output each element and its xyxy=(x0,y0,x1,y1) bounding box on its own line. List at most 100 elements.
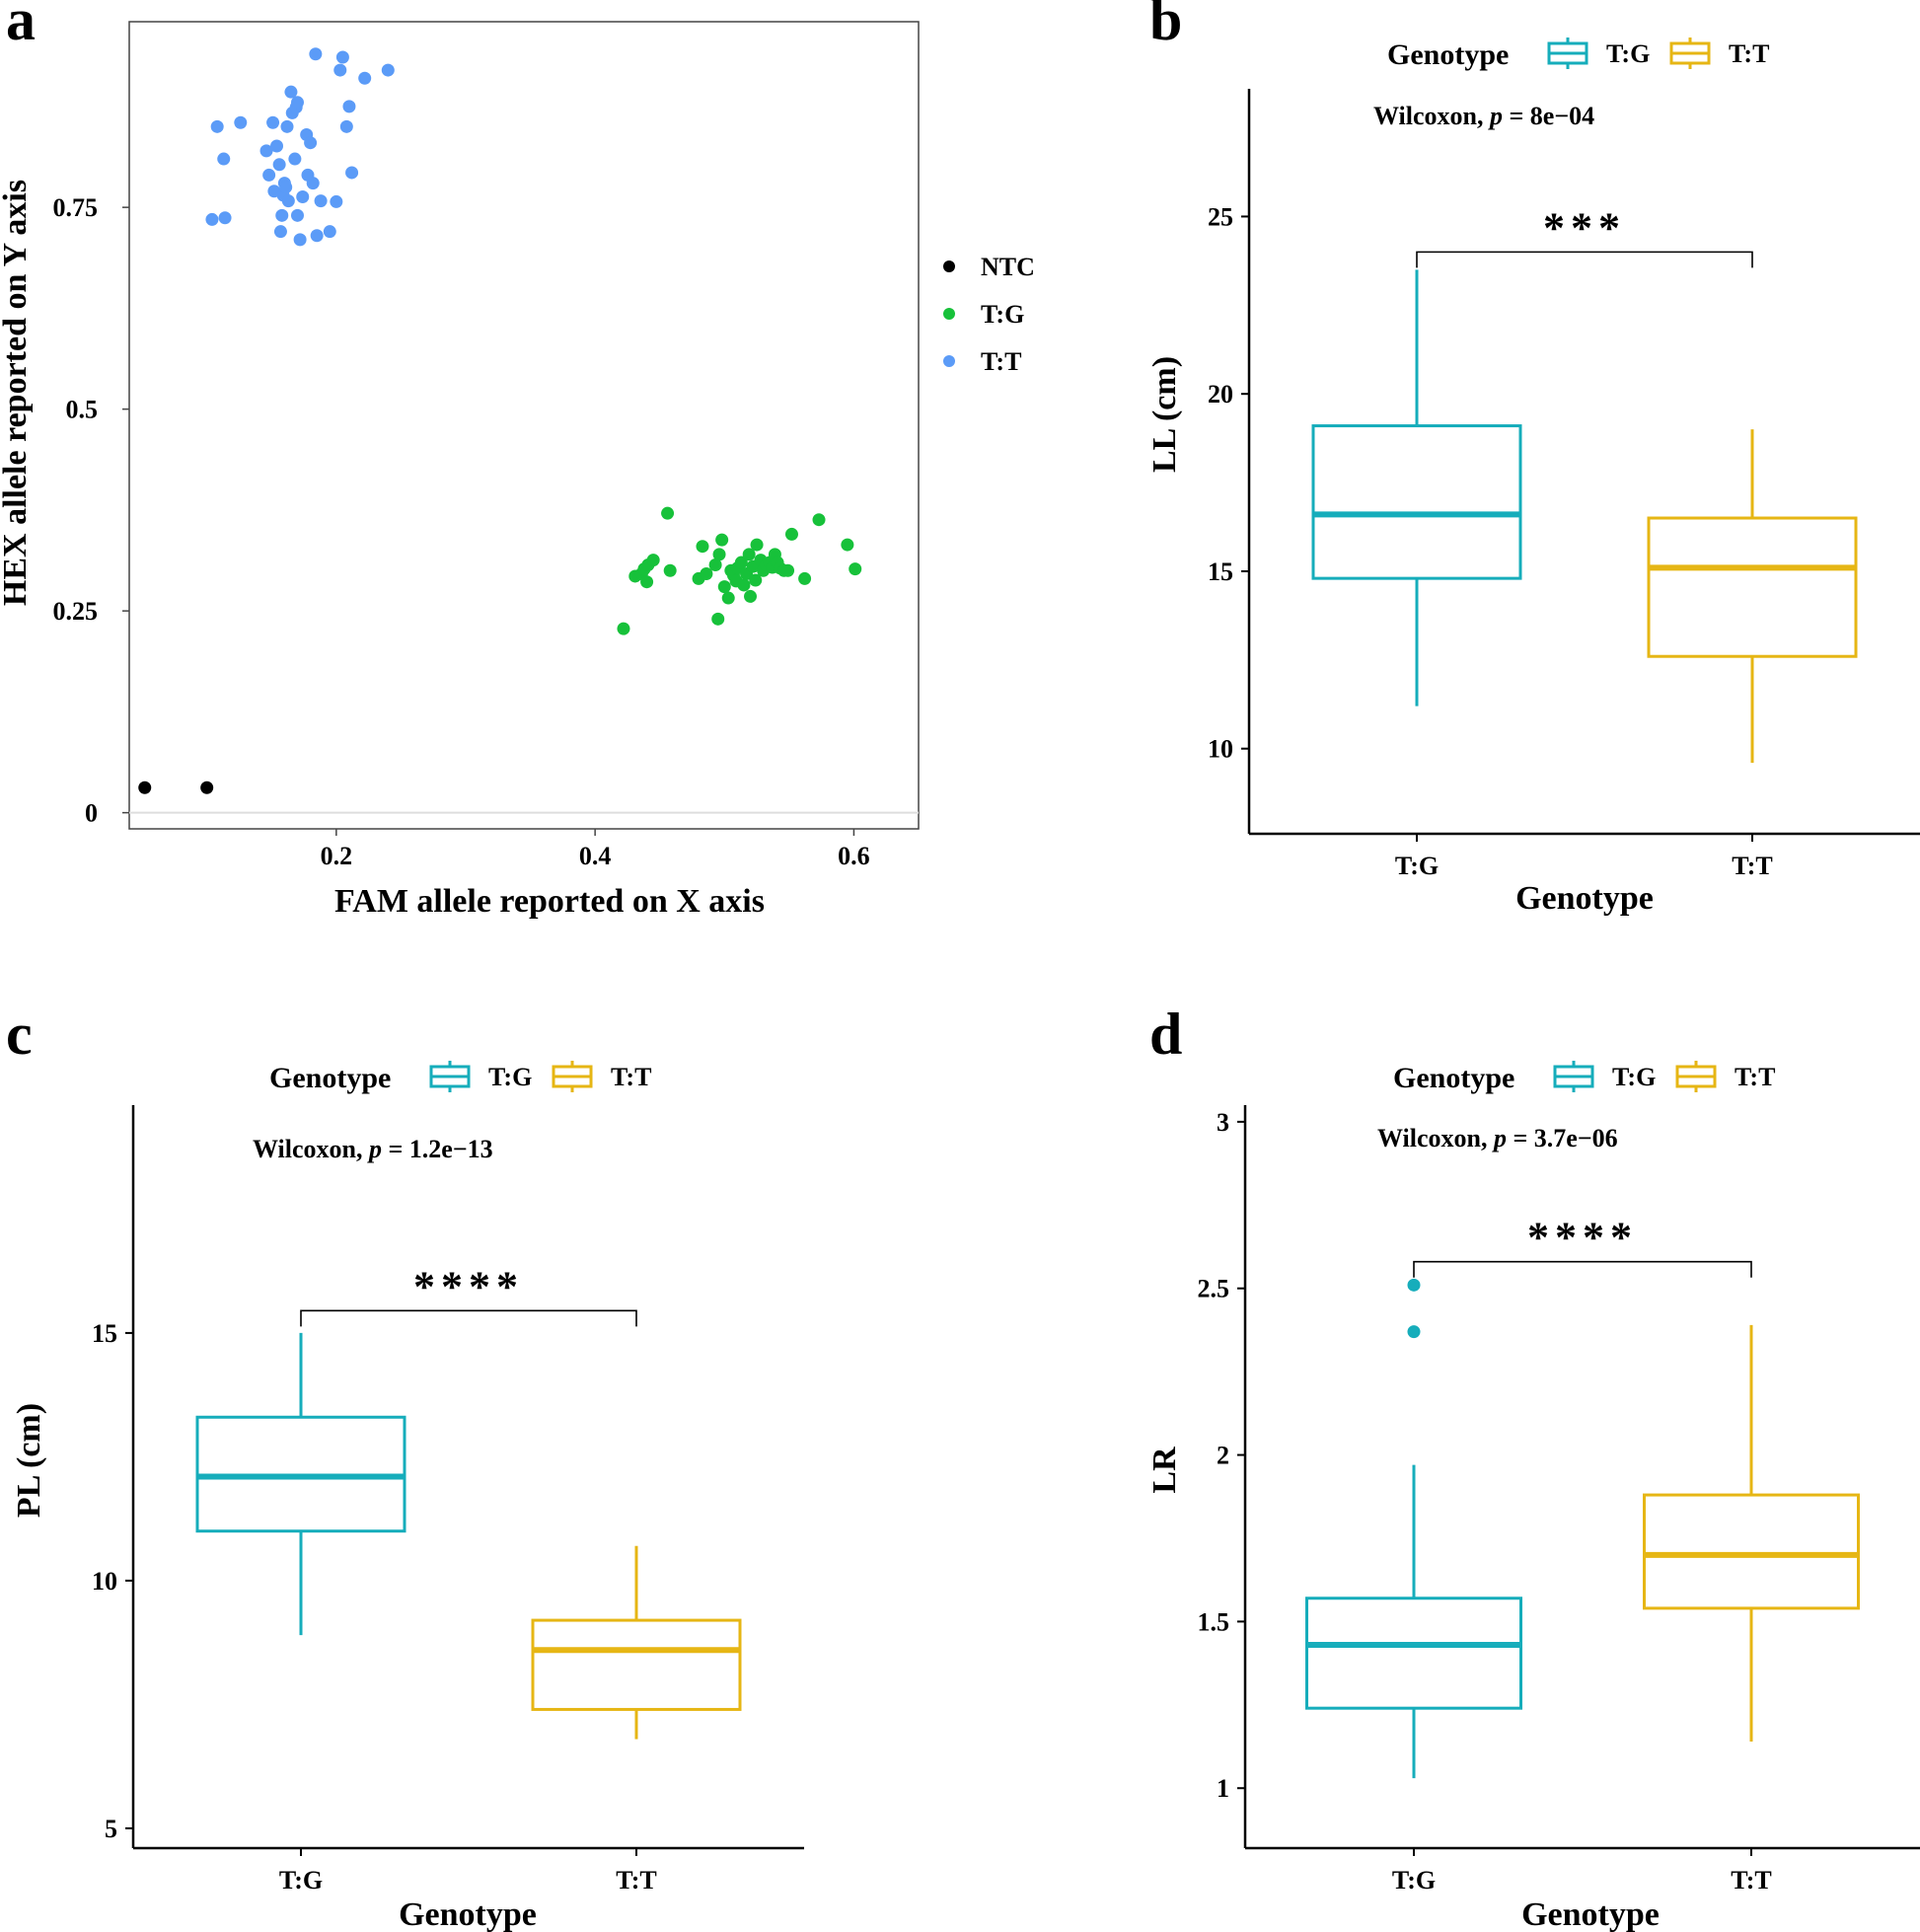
panel-a-plot: 0 0.25 0.5 0.75 0.2 0.4 0.6 xyxy=(53,21,920,870)
point-t-g xyxy=(663,563,677,577)
legend-label-t-t: T:T xyxy=(981,347,1021,376)
point-t-t xyxy=(217,152,231,166)
panel-a-y-tick-label: 0.25 xyxy=(53,597,99,626)
panel-b-significance-label: *** xyxy=(1543,203,1626,252)
point-t-g xyxy=(721,591,735,605)
point-t-g xyxy=(661,506,675,520)
point-t-t xyxy=(234,115,248,129)
panel-a-x-tick-label: 0.4 xyxy=(579,842,612,870)
outlier-point xyxy=(1407,1325,1421,1339)
panel-d-y-tick-label: 2.5 xyxy=(1198,1275,1230,1303)
panel-c-legend-title: Genotype xyxy=(269,1062,391,1094)
panel-c-plot: 5 10 15 T:G T:T **** xyxy=(92,1105,804,1895)
point-t-t xyxy=(335,50,349,64)
point-t-g xyxy=(734,556,748,569)
panel-d-y-tick-label: 1 xyxy=(1217,1774,1229,1803)
outlier-point xyxy=(1407,1278,1421,1292)
panel-a-y-tick-label: 0 xyxy=(85,799,98,828)
point-t-t xyxy=(345,166,359,180)
panel-b-y-tick-label: 10 xyxy=(1208,735,1233,764)
panel-label-d: d xyxy=(1149,1002,1182,1067)
panel-a: a 0 0.25 0.5 0.75 0.2 0.4 0.6 FAM allele repo… xyxy=(0,0,1035,920)
box-t-g xyxy=(195,1332,406,1636)
point-t-g xyxy=(798,571,812,585)
point-t-g xyxy=(749,573,763,587)
panel-c-legend-label-tg: T:G xyxy=(488,1063,532,1091)
point-t-g xyxy=(744,589,758,603)
panel-d-x-axis-title: Genotype xyxy=(1521,1896,1660,1932)
panel-a-x-tick-label: 0.6 xyxy=(838,842,870,870)
panel-d-legend: Genotype T:G T:T xyxy=(1393,1061,1775,1094)
panel-a-y-axis-title: HEX allele reported on Y axis xyxy=(0,180,34,606)
point-t-t xyxy=(284,85,298,99)
panel-c-y-tick-label: 10 xyxy=(92,1567,117,1596)
point-t-g xyxy=(617,622,630,635)
panel-d-wilcoxon-label: Wilcoxon, p = 3.7e−06 xyxy=(1377,1124,1618,1152)
point-t-g xyxy=(717,580,731,594)
panel-b-y-tick-label: 25 xyxy=(1208,202,1233,231)
point-t-t xyxy=(272,158,286,172)
point-t-t xyxy=(281,194,295,208)
point-t-g xyxy=(711,612,725,626)
point-t-t xyxy=(314,194,328,208)
panel-d-legend-label-tg: T:G xyxy=(1612,1063,1656,1091)
panel-a-x-axis-title: FAM allele reported on X axis xyxy=(334,883,765,920)
point-t-t xyxy=(275,208,289,222)
point-t-t xyxy=(304,136,318,150)
legend-key-ntc xyxy=(943,260,955,272)
point-t-g xyxy=(646,554,660,567)
point-t-t xyxy=(273,225,287,239)
box-t-t xyxy=(1643,1324,1860,1742)
panel-d-plot: 1 1.5 2 2.5 3 T:G T:T **** xyxy=(1198,1105,1920,1895)
point-t-t xyxy=(296,190,310,204)
point-ntc xyxy=(138,780,152,794)
point-t-t xyxy=(290,96,304,110)
panel-b-y-tick-label: 15 xyxy=(1208,557,1233,586)
legend-key-tg xyxy=(1553,1061,1594,1092)
panel-b-significance-bracket: *** xyxy=(1416,203,1753,268)
point-t-t xyxy=(323,225,336,239)
legend-key-tt xyxy=(1675,1061,1717,1092)
panel-d-legend-title: Genotype xyxy=(1393,1062,1514,1094)
panel-b-y-tick-label: 20 xyxy=(1208,380,1233,409)
panel-b-y-axis-title: LL (cm) xyxy=(1146,356,1183,473)
point-t-t xyxy=(259,144,273,158)
point-ntc xyxy=(200,780,214,794)
point-t-t xyxy=(262,168,276,182)
panel-b-legend-label-tg: T:G xyxy=(1606,39,1650,68)
panel-d-legend-label-tt: T:T xyxy=(1735,1063,1775,1091)
panel-c: c Genotype T:G T:T Wilcoxon, p = 1.2e−13 5… xyxy=(6,1002,804,1932)
box-iqr xyxy=(1305,1597,1522,1710)
point-t-t xyxy=(280,119,294,133)
panel-b-x-tick-label: T:G xyxy=(1395,852,1439,880)
panel-b-x-tick-label: T:T xyxy=(1732,852,1772,880)
point-t-t xyxy=(290,208,304,222)
panel-b-legend: Genotype T:G T:T xyxy=(1387,37,1769,71)
point-t-t xyxy=(266,115,280,129)
point-t-t xyxy=(218,211,232,225)
point-t-g xyxy=(841,538,854,552)
point-t-g xyxy=(696,540,709,554)
panel-b-plot: 10 15 20 25 T:G T:T *** xyxy=(1208,89,1920,880)
panel-d-y-tick-label: 1.5 xyxy=(1198,1607,1230,1636)
panel-b-legend-title: Genotype xyxy=(1387,38,1509,71)
point-t-t xyxy=(330,194,343,208)
legend-key-tg xyxy=(429,1061,471,1092)
panel-c-y-axis-title: PL (cm) xyxy=(11,1403,47,1518)
legend-label-ntc: NTC xyxy=(981,253,1035,281)
legend-key-t-g xyxy=(943,308,955,320)
point-t-g xyxy=(700,567,713,581)
box-iqr xyxy=(1311,424,1522,580)
point-t-g xyxy=(737,578,751,592)
point-t-t xyxy=(358,71,372,85)
panel-b-x-axis-title: Genotype xyxy=(1515,880,1654,917)
point-t-t xyxy=(333,63,347,77)
point-t-t xyxy=(310,229,324,243)
panel-a-points xyxy=(138,47,862,794)
panel-c-x-tick-label: T:T xyxy=(616,1866,656,1895)
panel-a-y-tick-label: 0.5 xyxy=(66,396,99,424)
box-iqr xyxy=(1643,1493,1860,1610)
panel-c-significance-bracket: **** xyxy=(300,1262,637,1327)
legend-key-tt xyxy=(1669,37,1711,69)
panel-c-x-tick-label: T:G xyxy=(279,1866,323,1895)
